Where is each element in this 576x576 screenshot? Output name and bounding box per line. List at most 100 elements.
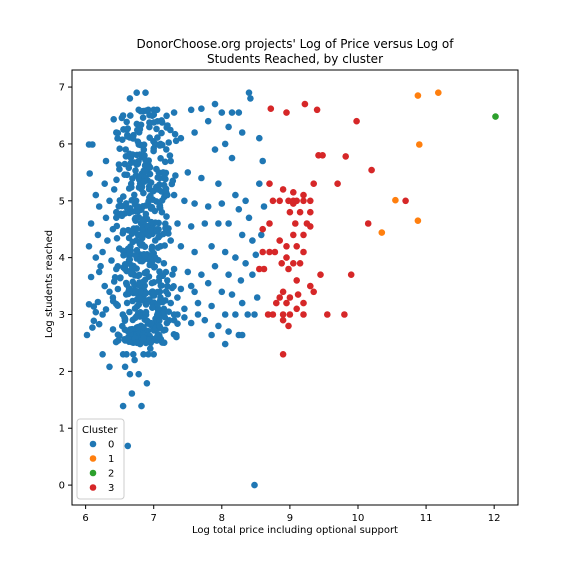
point-0-156 [258,231,265,239]
point-0-75 [245,89,253,96]
point-0-390 [126,308,133,316]
point-0-667 [163,146,170,153]
point-0-675 [150,145,157,152]
point-0-638 [139,257,146,265]
point-3-51 [276,294,284,301]
point-0-491 [170,283,177,290]
point-0-8 [121,363,129,371]
point-0-428 [174,294,181,301]
legend-label-0: 0 [108,440,114,451]
point-0-1 [251,481,258,489]
point-0-618 [120,227,127,234]
chart-title-line-1: DonorChoose.org projects' Log of Price v… [137,37,455,51]
point-3-47 [307,282,314,290]
point-0-126 [194,299,202,307]
point-0-495 [148,218,155,226]
point-0-659 [138,232,145,240]
legend-entries: 0 1 2 3 [89,440,114,494]
y-axis-ticks: 0 1 2 3 4 5 6 7 [59,83,72,492]
point-0-111 [170,265,178,273]
point-0-680 [133,225,141,233]
point-0-616 [145,336,152,344]
point-0-24 [95,320,103,328]
point-1-1 [435,89,442,96]
point-0-511 [162,224,169,232]
point-0-313 [161,158,169,166]
point-3-8 [368,166,375,174]
point-0-39 [97,262,104,270]
point-0-78 [191,129,198,136]
point-0-89 [242,197,249,205]
point-0-97 [174,220,181,227]
point-3-41 [285,265,292,273]
point-0-629 [138,183,146,191]
point-0-88 [232,191,239,199]
point-0-624 [129,135,137,142]
point-0-72 [218,109,226,116]
point-0-125 [181,305,188,313]
point-0-360 [158,117,165,124]
point-0-41 [92,254,100,261]
point-0-631 [154,333,161,340]
point-0-384 [156,142,164,149]
point-0-590 [134,138,142,145]
point-0-516 [142,308,150,316]
point-3-67 [279,351,287,358]
point-3-25 [292,220,299,227]
point-0-91 [181,197,188,205]
point-0-15 [145,351,152,358]
legend-marker-1 [89,455,97,462]
point-0-109 [232,254,239,261]
point-3-28 [259,225,267,233]
point-0-335 [146,134,153,141]
point-0-50 [95,203,103,210]
point-3-44 [317,271,324,279]
point-0-76 [247,95,254,102]
point-3-61 [324,311,331,318]
point-0-513 [151,237,159,244]
point-0-55 [86,170,93,177]
point-0-399 [111,274,119,281]
point-3-12 [279,186,287,193]
point-3-56 [279,311,287,318]
point-3-29 [290,231,297,239]
point-0-364 [163,213,170,220]
x-tick-label: 8 [219,513,225,524]
point-0-646 [155,277,163,285]
point-0-648 [133,339,141,347]
point-0-110 [242,260,249,267]
point-0-9 [106,363,113,371]
point-3-19 [307,197,314,205]
point-3-13 [290,189,297,196]
point-0-57 [89,141,96,148]
point-0-375 [114,263,122,270]
point-0-591 [132,314,139,322]
point-0-550 [113,222,121,230]
point-0-633 [141,252,149,260]
point-3-27 [266,220,273,227]
point-0-21 [131,356,138,364]
point-3-16 [285,197,292,205]
point-0-278 [127,112,134,119]
point-0-130 [244,311,251,318]
point-0-561 [146,123,153,131]
point-0-7 [135,370,142,378]
point-3-38 [283,254,290,261]
point-0-129 [232,311,239,318]
point-3-65 [279,316,287,324]
point-0-627 [131,305,139,312]
point-0-653 [139,218,146,225]
point-0-476 [170,311,178,318]
point-3-55 [293,305,301,313]
point-0-553 [159,230,167,238]
point-0-133 [201,316,209,324]
point-0-58 [102,157,110,165]
point-0-634 [164,290,172,298]
y-axis-label: Log students reached [44,230,55,338]
point-0-144 [160,260,168,267]
point-0-626 [145,183,153,190]
point-3-10 [310,180,318,187]
point-0-505 [132,214,139,222]
legend: Cluster 0 1 2 3 [76,418,125,500]
point-0-212 [110,116,117,123]
